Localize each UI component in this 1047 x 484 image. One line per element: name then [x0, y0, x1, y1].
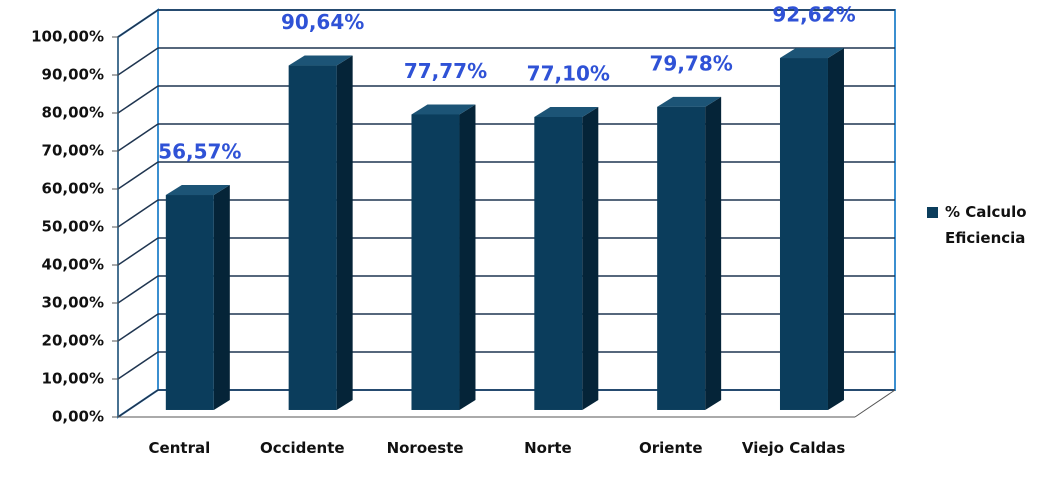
- y-tick-label: 10,00%: [42, 370, 104, 388]
- data-label: 77,10%: [527, 62, 610, 86]
- bar: [288, 65, 337, 410]
- bar: [165, 195, 214, 410]
- y-tick-label: 30,00%: [42, 294, 104, 312]
- grid-line: [117, 9, 159, 38]
- y-tick-label: 50,00%: [42, 218, 104, 236]
- bar-side: [705, 96, 722, 410]
- floor-edge: [854, 389, 896, 418]
- y-tick-label: 40,00%: [42, 256, 104, 274]
- grid-line: [117, 313, 159, 342]
- legend-swatch: [927, 207, 938, 218]
- bar-top: [657, 96, 722, 107]
- y-tick-label: 60,00%: [42, 180, 104, 198]
- bar: [411, 114, 460, 410]
- bar-top: [534, 107, 599, 117]
- legend-label: % Calculo Eficiencia: [945, 203, 1027, 247]
- grid-line: [117, 199, 159, 228]
- y-tick-label: 0,00%: [52, 408, 104, 426]
- y-tick-label: 100,00%: [31, 28, 104, 46]
- bar-side: [213, 185, 230, 410]
- y-tick-label: 70,00%: [42, 142, 104, 160]
- bar-side: [336, 55, 353, 410]
- data-label: 92,62%: [772, 3, 855, 27]
- y-tick-label: 20,00%: [42, 332, 104, 350]
- bar: [534, 117, 583, 410]
- bar-side: [459, 104, 476, 410]
- bar-top: [165, 185, 230, 196]
- bar-side: [827, 48, 844, 410]
- bar-side: [582, 107, 599, 410]
- bar: [779, 58, 828, 410]
- x-tick-label: Central: [148, 439, 211, 457]
- bar-top: [779, 48, 844, 59]
- grid-line: [117, 85, 159, 114]
- data-label: 56,57%: [158, 140, 241, 164]
- x-tick-label: Viejo Caldas: [741, 439, 846, 457]
- data-label: 79,78%: [649, 51, 732, 75]
- x-tick-label: Norte: [524, 439, 572, 457]
- data-label: 90,64%: [281, 10, 364, 34]
- bar-top: [288, 55, 353, 66]
- y-tick-label: 80,00%: [42, 104, 104, 122]
- grid-line: [117, 123, 159, 152]
- bar-top: [411, 104, 476, 115]
- grid-line: [117, 389, 159, 418]
- bar: [657, 106, 706, 410]
- y-tick-label: 90,00%: [42, 66, 104, 84]
- data-label: 77,77%: [404, 59, 487, 83]
- x-tick-label: Occidente: [259, 439, 345, 457]
- grid-line: [117, 237, 159, 266]
- grid-line: [117, 161, 159, 190]
- grid-line: [117, 47, 159, 76]
- x-tick-label: Oriente: [639, 439, 703, 457]
- grid-line: [117, 351, 159, 380]
- x-tick-label: Noroeste: [386, 439, 464, 457]
- grid-line: [117, 275, 159, 304]
